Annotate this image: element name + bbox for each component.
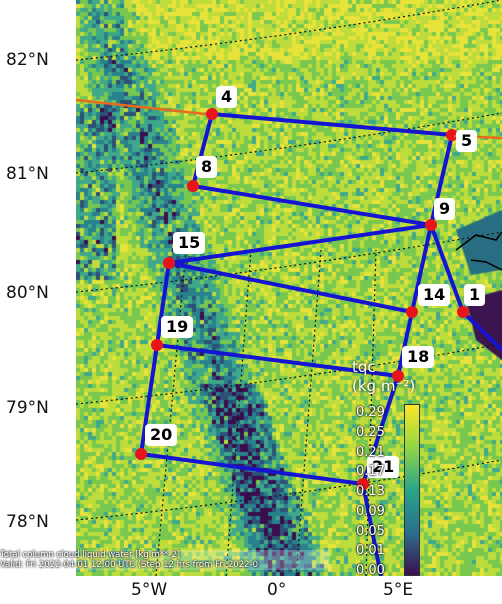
colorbar-tick-label: 0.17 — [356, 464, 385, 480]
graticule-meridian — [225, 249, 252, 576]
colorbar-tick-label: 0.25 — [356, 424, 385, 440]
flight-track-segment — [461, 310, 502, 352]
waypoint-label-15[interactable]: 15 — [173, 232, 206, 254]
waypoint-marker — [187, 180, 199, 192]
graticule-lat-line — [76, 112, 502, 174]
footer-variable-line: Total column cloud liquid water [kg m**-… — [0, 550, 181, 560]
waypoint-marker — [406, 306, 418, 318]
graticule-meridian — [155, 249, 187, 576]
flight-track-segment — [155, 262, 171, 346]
flight-track-segment — [211, 112, 453, 137]
colorbar-title-unit: (kg m⁻²) — [352, 377, 416, 395]
waypoint-marker — [392, 370, 404, 382]
colorbar-title: tqc (kg m⁻²) — [352, 358, 415, 396]
flight-track-segment — [396, 311, 414, 377]
graticule-meridian — [295, 249, 322, 576]
waypoint-label-8[interactable]: 8 — [196, 156, 218, 178]
waypoint-label-21[interactable]: 21 — [367, 456, 400, 478]
coastline — [455, 231, 502, 271]
flight-track-segment — [168, 223, 432, 265]
waypoint-marker — [446, 129, 458, 141]
waypoint-label-20[interactable]: 20 — [145, 424, 178, 446]
waypoint-label-14[interactable]: 14 — [418, 284, 451, 306]
waypoint-marker — [135, 448, 147, 460]
lon-label-0: 0° — [267, 580, 287, 600]
waypoint-label-9[interactable]: 9 — [434, 198, 456, 220]
waypoint-label-1[interactable]: 1 — [464, 284, 486, 306]
lat-label-79n: 79°N — [6, 398, 49, 418]
waypoint-marker — [357, 478, 369, 490]
flight-track-segment — [168, 261, 413, 314]
lat-label-82n: 82°N — [6, 50, 49, 70]
colorbar-title-var: tqc — [352, 358, 376, 376]
colorbar-tick-label: 0.00 — [356, 563, 385, 578]
flight-track-segment — [139, 344, 159, 455]
waypoint-label-4[interactable]: 4 — [216, 86, 238, 108]
waypoint-marker — [457, 306, 469, 318]
flight-track-segment — [140, 452, 364, 486]
colorbar-tick-label: 0.29 — [356, 405, 385, 420]
colorbar-tick-label: 0.09 — [356, 503, 385, 519]
colorbar-tick-label: 0.01 — [356, 543, 385, 559]
coastline-segment — [455, 231, 502, 271]
lat-label-80n: 80°N — [6, 283, 49, 303]
waypoint-marker — [151, 339, 163, 351]
waypoint-label-18[interactable]: 18 — [402, 346, 435, 368]
map-footer-text: Total column cloud liquid water [kg m**-… — [0, 550, 330, 570]
lon-label-5e: 5°E — [383, 580, 414, 600]
waypoint-marker — [425, 219, 437, 231]
colorbar-tick-label: 0.05 — [356, 523, 385, 539]
graticule-lat-line — [76, 0, 502, 61]
graticule-lat-line — [76, 343, 502, 405]
lon-label-5w: 5°W — [131, 580, 168, 600]
waypoint-marker — [163, 257, 175, 269]
flight-track — [139, 112, 502, 576]
waypoint-label-19[interactable]: 19 — [161, 316, 194, 338]
flight-track-segment — [192, 184, 432, 227]
colorbar-tick-label: 0.13 — [356, 484, 385, 499]
graticule-lat-line — [76, 459, 502, 521]
lat-label-81n: 81°N — [6, 164, 49, 184]
colorbar — [404, 404, 420, 576]
waypoint-markers — [135, 108, 469, 490]
lat-label-78n: 78°N — [6, 512, 49, 532]
flight-track-segment — [156, 343, 399, 378]
orange-route-line — [76, 98, 215, 117]
map-overlay — [76, 0, 502, 576]
flight-track-segment — [361, 483, 383, 576]
footer-valid-line: Valid: Fri 2022-04-01 12:00 UTC (Step 12… — [0, 560, 259, 570]
colorbar-tick-label: 0.21 — [356, 444, 385, 460]
waypoint-label-5[interactable]: 5 — [456, 130, 478, 152]
flight-track-segment — [429, 224, 465, 313]
flight-track-segment — [410, 224, 433, 313]
graticule-lat-line — [76, 231, 502, 293]
waypoint-marker — [206, 108, 218, 120]
